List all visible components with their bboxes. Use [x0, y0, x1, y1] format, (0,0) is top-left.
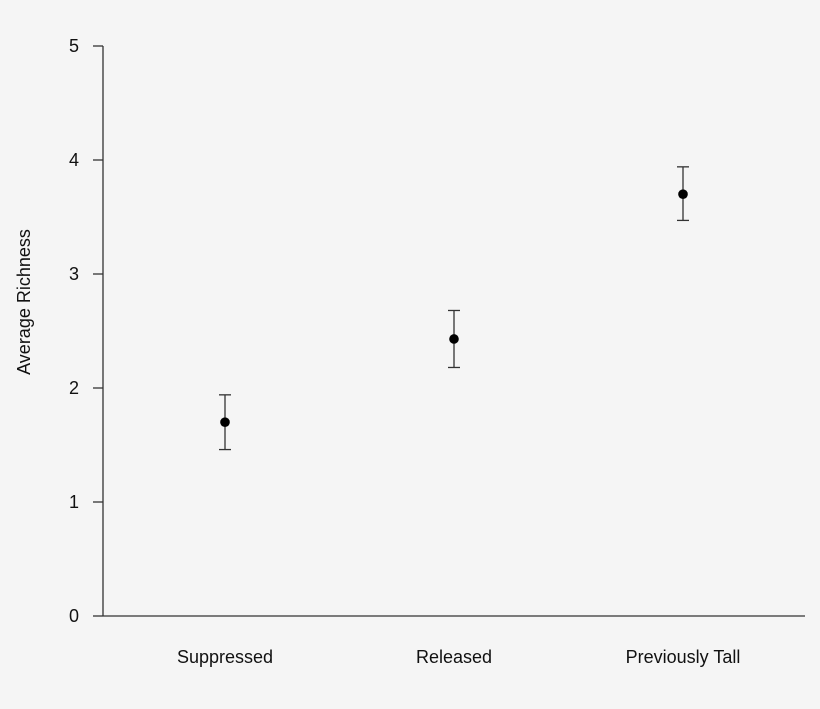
y-tick-label-1: 1	[69, 492, 79, 512]
y-tick-label-4: 4	[69, 150, 79, 170]
y-tick-label-5: 5	[69, 36, 79, 56]
data-points	[220, 189, 688, 428]
x-category-label-2: Released	[416, 647, 492, 667]
error-bars	[219, 166, 689, 451]
data-point-1	[220, 417, 230, 428]
y-ticks: 0 1 2 3 4 5	[69, 36, 103, 626]
data-point-2	[449, 334, 459, 344]
y-tick-label-2: 2	[69, 378, 79, 398]
data-point-3	[678, 189, 688, 199]
axes	[102, 46, 805, 617]
x-category-labels: Suppressed Released Previously Tall	[177, 647, 740, 667]
y-axis-label: Average Richness	[14, 229, 34, 375]
x-category-label-1: Suppressed	[177, 647, 273, 667]
x-category-label-3: Previously Tall	[626, 647, 741, 667]
y-tick-label-0: 0	[69, 606, 79, 626]
y-tick-label-3: 3	[69, 264, 79, 284]
